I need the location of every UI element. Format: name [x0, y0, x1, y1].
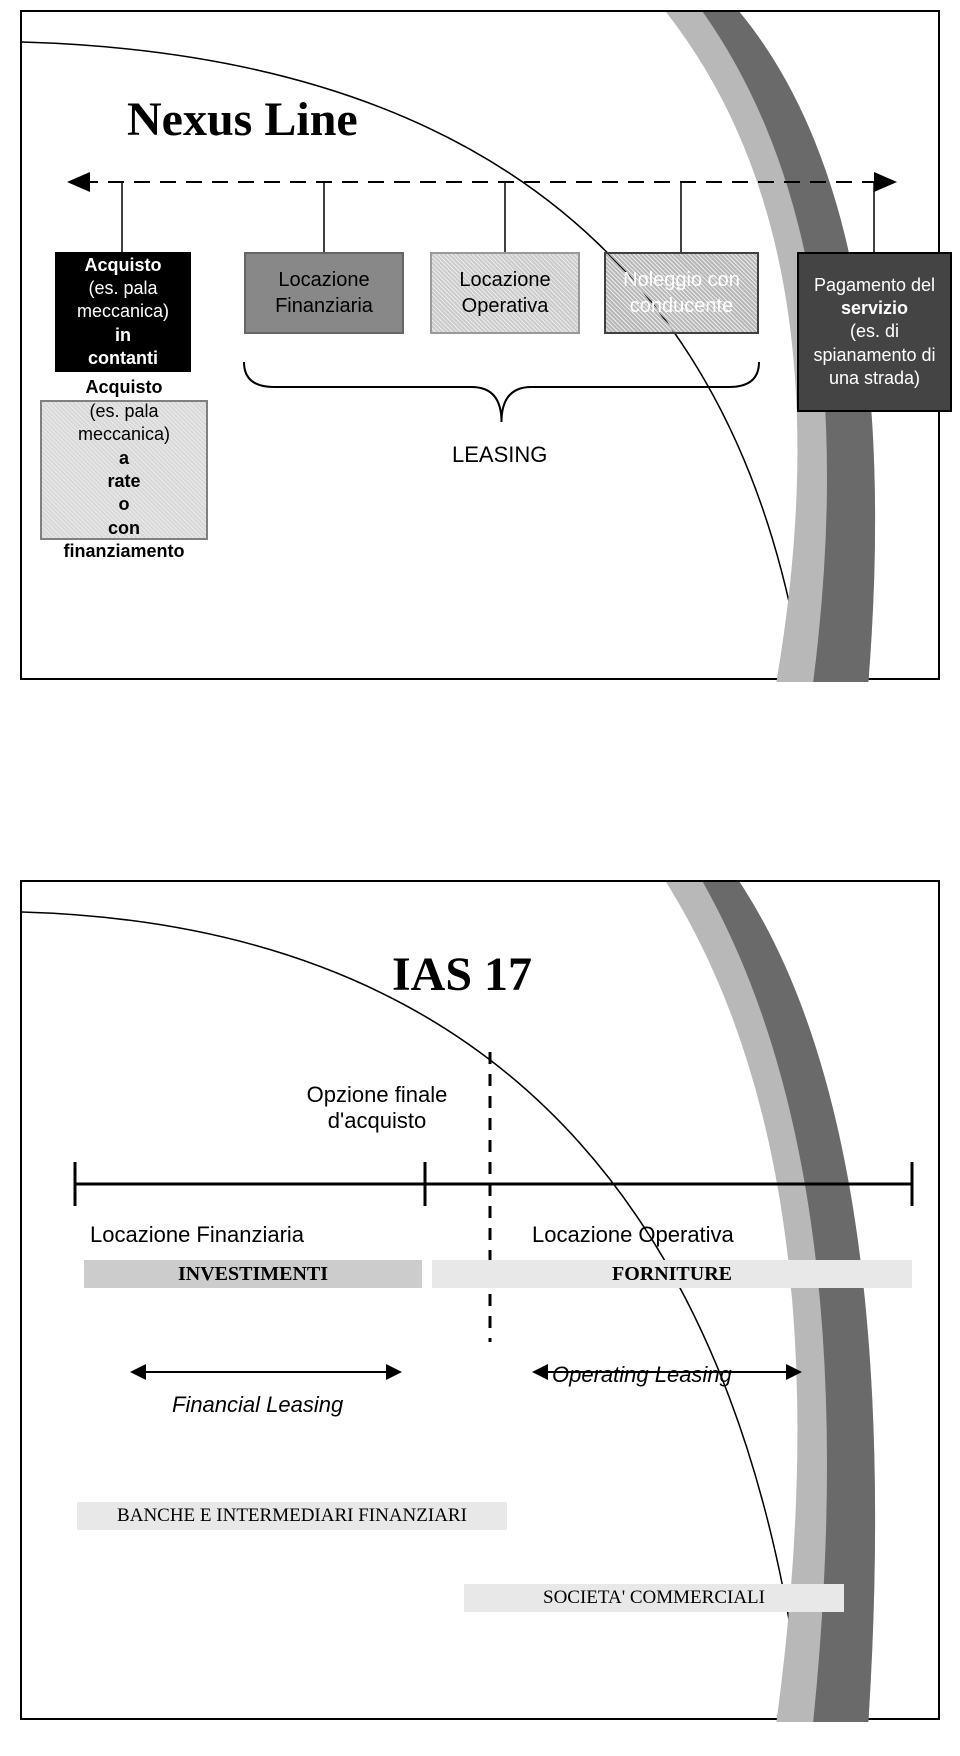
bottom-bar-1: SOCIETA' COMMERCIALI — [464, 1584, 844, 1612]
segment-label-0: Locazione Finanziaria — [90, 1222, 304, 1248]
ias17-panel: IAS 17 Opzione finale d'acquistoLocazion… — [20, 880, 940, 1720]
box-pagamento-servizio: Pagamento del servizio (es. di spianamen… — [797, 252, 952, 412]
arrow-label-1: Operating Leasing — [552, 1362, 732, 1388]
option-label: Opzione finale d'acquisto — [277, 1082, 477, 1134]
nexus-line-panel: Nexus Line Acquisto (es. pala meccanica)… — [20, 10, 940, 680]
arrow-label-0: Financial Leasing — [172, 1392, 343, 1418]
leasing-label: LEASING — [452, 442, 547, 468]
category-bar-1: FORNITURE — [432, 1260, 912, 1288]
box-locazione-finanziaria: Locazione Finanziaria — [244, 252, 404, 334]
category-bar-0: INVESTIMENTI — [84, 1260, 422, 1288]
bottom-bar-0: BANCHE E INTERMEDIARI FINANZIARI — [77, 1502, 507, 1530]
box-noleggio: Noleggio con conducente — [604, 252, 759, 334]
segment-label-1: Locazione Operativa — [532, 1222, 734, 1248]
box-locazione-operativa: Locazione Operativa — [430, 252, 580, 334]
box-acquisto-contanti: Acquisto (es. pala meccanica) in contant… — [55, 252, 191, 372]
box-acquisto-rate: Acquisto (es. pala meccanica) a rate o c… — [40, 400, 208, 540]
